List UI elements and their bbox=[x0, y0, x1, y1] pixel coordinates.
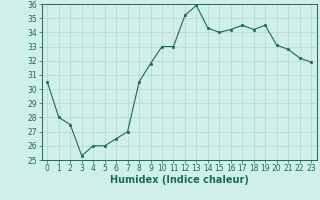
X-axis label: Humidex (Indice chaleur): Humidex (Indice chaleur) bbox=[110, 175, 249, 185]
